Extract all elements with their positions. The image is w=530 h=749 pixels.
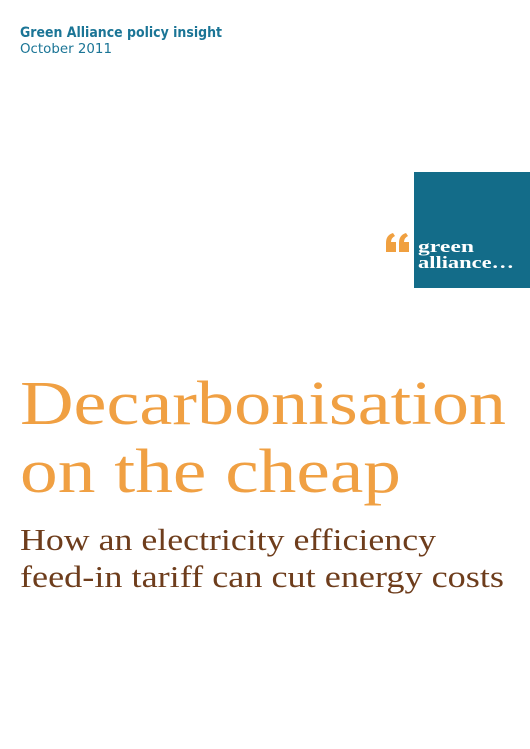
title-line: Decarbonisation <box>20 370 506 438</box>
series-label: Green Alliance policy insight <box>20 25 222 41</box>
title-line: on the cheap <box>20 438 401 506</box>
subtitle-line: How an electricity efficiency <box>20 522 437 557</box>
date: October 2011 <box>20 41 112 57</box>
logo-quote-mark <box>386 233 409 252</box>
logo-text: alliance… <box>418 253 514 272</box>
subtitle-line: feed-in tariff can cut energy costs <box>20 559 504 594</box>
logo-box <box>414 172 530 288</box>
logo-text: green <box>418 237 475 256</box>
